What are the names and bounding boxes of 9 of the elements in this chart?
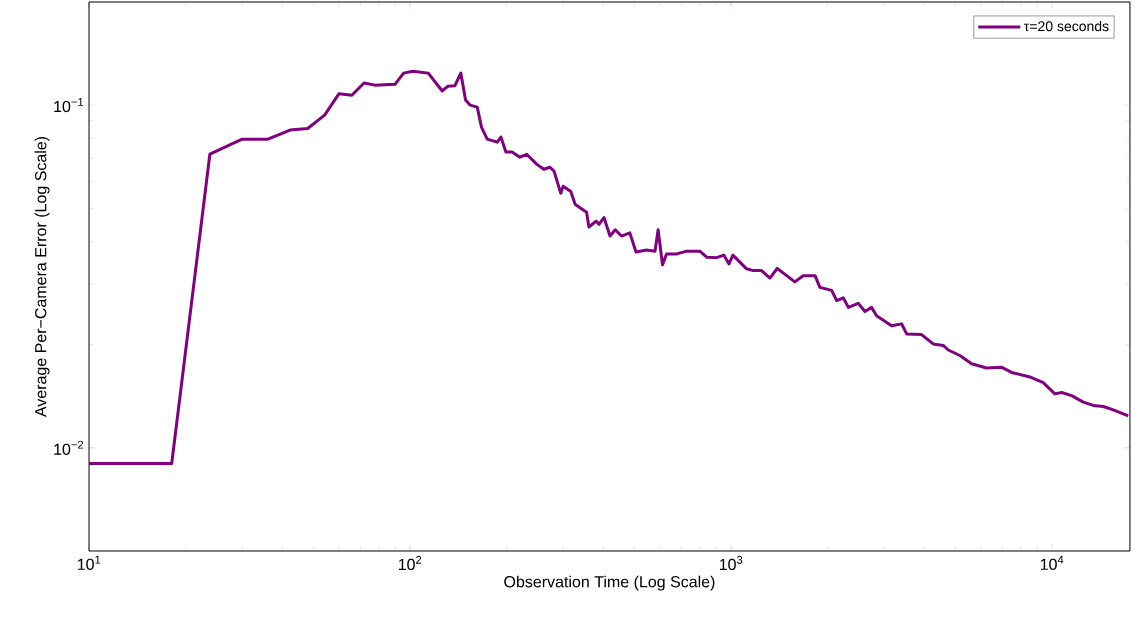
x-tick-label: 10$^{2}$ — [398, 555, 422, 571]
y-tick-label: 10$^{−1}$ — [54, 98, 84, 113]
y-tick-label: 10$^{−2}$ — [54, 440, 84, 455]
x-axis-title: Observation Time (Log Scale) — [504, 575, 715, 591]
y-axis-title: Average Per−Camera Error (Log Scale) — [34, 136, 50, 418]
x-tick-label: 10$^{1}$ — [77, 555, 101, 570]
x-tick-label: 10$^{4}$ — [1040, 555, 1064, 570]
legend-label: τ=20 seconds — [1024, 20, 1109, 32]
x-tick-label: 10$^{3}$ — [719, 555, 743, 571]
